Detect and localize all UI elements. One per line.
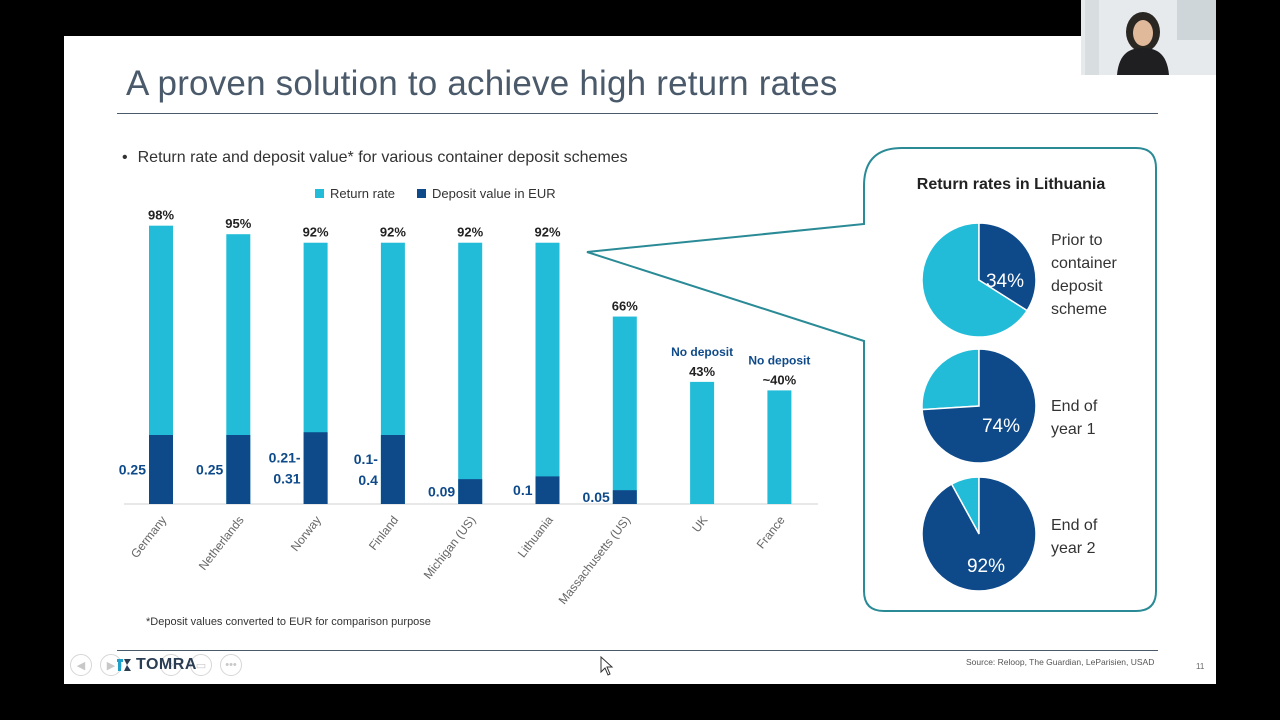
search-icon: ⌕ <box>167 658 175 671</box>
data-label-deposit: 0.25 <box>196 462 223 478</box>
x-tick-label: France <box>754 513 788 551</box>
data-label-return-rate: 98% <box>148 208 174 223</box>
chart-canvas: 98% 0.25 Germany 95% 0.25 Netherlands 92% 0.21-… <box>119 147 1157 612</box>
pie-slice-remainder <box>921 222 1029 338</box>
legend-label-deposit: Deposit value in EUR <box>432 186 556 201</box>
pie-slice-remainder <box>921 348 980 411</box>
title-divider <box>117 113 1158 114</box>
bar-return-rate <box>612 316 637 504</box>
bar-deposit-value <box>380 435 405 504</box>
pie-category-label-line: scheme <box>1051 301 1107 318</box>
pie-category-label-line: deposit <box>1051 278 1103 295</box>
x-tick-label: UK <box>689 513 710 535</box>
bullet-text: Return rate and deposit value* for vario… <box>137 149 628 166</box>
bar-deposit-value <box>458 479 483 504</box>
pie-category-label-line: year 1 <box>1051 421 1096 438</box>
zoom-button[interactable]: ⌕ <box>160 654 182 676</box>
bullet-point: • Return rate and deposit value* for vari… <box>122 149 628 167</box>
data-label-deposit: 0.21- <box>269 450 301 466</box>
data-label-return-rate: 92% <box>380 225 406 240</box>
bar-return-rate <box>690 381 715 504</box>
x-tick-label: Michigan (US) <box>421 513 479 582</box>
x-tick-label: Finland <box>366 513 401 553</box>
bar-deposit-value <box>226 435 251 504</box>
x-tick-label: Massachusetts (US) <box>556 513 634 607</box>
pie-value-label: 74% <box>982 416 1020 437</box>
footnote: *Deposit values converted to EUR for com… <box>146 616 431 628</box>
data-label-deposit: 0.09 <box>428 484 455 500</box>
logo-text: TOMRA <box>136 656 197 673</box>
pie-category-label-line: year 2 <box>1051 540 1096 557</box>
slide-title: A proven solution to achieve high return… <box>126 64 838 103</box>
data-label-deposit: 0.4 <box>358 472 378 488</box>
presenter-webcam <box>1081 0 1216 75</box>
bar-return-rate <box>458 242 483 504</box>
page-number: 11 <box>1196 662 1205 671</box>
pie-slice-return-rate <box>978 222 1037 312</box>
callout-title: Return rates in Lithuania <box>917 176 1106 193</box>
chart-legend: Return rate Deposit value in EUR <box>315 186 556 201</box>
next-slide-button[interactable]: ▶ <box>100 654 122 676</box>
prev-slide-button[interactable]: ◀ <box>70 654 92 676</box>
x-tick-label: Germany <box>128 513 169 561</box>
data-label-return-rate: ~40% <box>763 372 797 387</box>
player-controls: ◀ ▶ ⌕ ▭ ••• <box>70 654 242 676</box>
pie-category-label: End of year 1 <box>1051 398 1098 438</box>
data-label-deposit: 0.05 <box>583 489 610 505</box>
slide-sorter-button[interactable]: ▭ <box>190 654 212 676</box>
legend-swatch-deposit <box>417 189 427 198</box>
pie-category-label-line: End of <box>1051 517 1098 534</box>
x-tick-label: Netherlands <box>196 513 247 573</box>
prev-icon: ◀ <box>76 659 86 672</box>
pie-category-label: End of year 2 <box>1051 517 1098 557</box>
bar-deposit-value <box>303 432 328 504</box>
pie-category-label-line: Prior to <box>1051 232 1103 249</box>
no-deposit-annotation: No deposit <box>671 345 733 359</box>
data-label-deposit: 0.31 <box>273 471 300 487</box>
source-note: Source: Reloop, The Guardian, LeParisien… <box>966 657 1155 667</box>
x-tick-label: Norway <box>288 513 324 554</box>
more-options-button[interactable]: ••• <box>220 654 242 676</box>
data-label-return-rate: 66% <box>612 299 638 314</box>
bar-return-rate <box>767 390 792 504</box>
legend-label-return-rate: Return rate <box>330 186 396 201</box>
tomra-logo-icon <box>117 659 131 671</box>
pie-category-label-line: End of <box>1051 398 1098 415</box>
data-label-return-rate: 92% <box>534 225 560 240</box>
data-label-return-rate: 95% <box>225 216 251 231</box>
legend-swatch-return-rate <box>315 189 324 198</box>
pie-value-label: 34% <box>986 271 1024 292</box>
footer-divider <box>117 650 1158 651</box>
mouse-cursor-icon <box>600 656 614 676</box>
no-deposit-annotation: No deposit <box>748 353 810 367</box>
presenter-video-icon <box>1081 0 1216 75</box>
bar-deposit-value <box>149 435 173 504</box>
data-label-return-rate: 92% <box>457 225 483 240</box>
more-icon: ••• <box>225 659 237 671</box>
pie-value-label: 92% <box>967 556 1005 577</box>
data-label-deposit: 0.1 <box>513 482 533 498</box>
bar-deposit-value <box>535 476 560 504</box>
next-icon: ▶ <box>106 659 116 672</box>
tomra-logo: TOMRA <box>116 656 197 674</box>
data-label-deposit: 0.1- <box>354 451 378 467</box>
bar-deposit-value <box>612 490 637 504</box>
bullet-icon: • <box>122 149 128 166</box>
x-tick-label: Lithuania <box>515 513 556 560</box>
presentation-slide: A proven solution to achieve high return… <box>64 36 1216 684</box>
bar-return-rate <box>535 242 560 504</box>
pie-slice-return-rate <box>921 348 1037 464</box>
data-label-deposit: 0.25 <box>119 462 146 478</box>
pie-category-label-line: container <box>1051 255 1117 272</box>
data-label-return-rate: 92% <box>303 225 329 240</box>
data-label-return-rate: 43% <box>689 364 715 379</box>
slides-icon: ▭ <box>195 659 207 672</box>
pie-slice-return-rate <box>921 476 1037 592</box>
pie-category-label: Prior to container deposit scheme <box>1051 232 1117 318</box>
